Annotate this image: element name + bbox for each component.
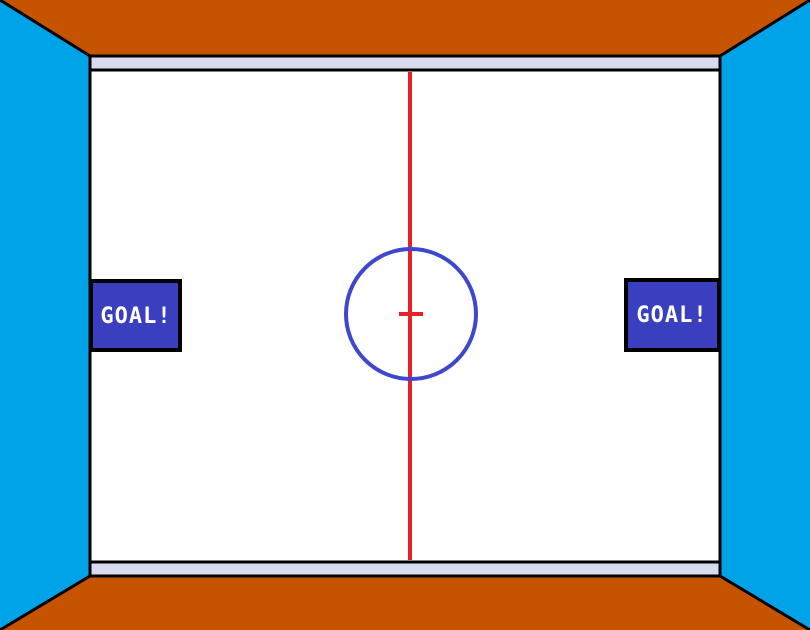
left-goal-label: GOAL! [100,304,171,329]
top-board-strip [88,54,722,72]
left-wall [0,0,90,630]
right-wall [720,0,810,630]
top-wall [0,0,810,56]
right-goal-box [624,278,721,352]
right-goal: GOAL! [624,278,721,352]
bottom-wall [0,576,810,630]
bottom-board-strip [88,560,722,578]
right-goal-label: GOAL! [636,303,707,328]
left-goal-box [89,279,182,352]
center-circle [344,247,478,381]
left-goal: GOAL! [89,279,182,352]
